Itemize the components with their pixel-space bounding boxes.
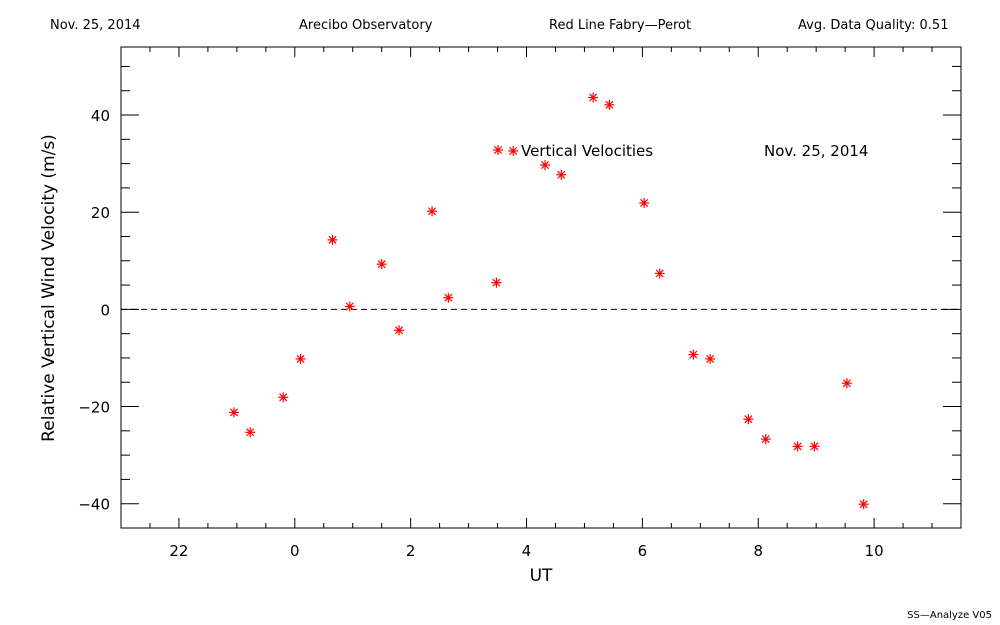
data-point	[760, 434, 771, 445]
data-point	[443, 292, 454, 303]
data-point	[809, 441, 820, 452]
x-tick-label: 6	[638, 542, 648, 560]
x-tick-label: 2	[406, 542, 416, 560]
data-point	[394, 325, 405, 336]
legend-label: Vertical Velocities	[521, 142, 653, 160]
data-point	[604, 99, 615, 110]
header-quality: Avg. Data Quality: 0.51	[798, 18, 949, 33]
data-point	[295, 353, 306, 364]
data-point	[556, 169, 567, 180]
data-point	[278, 392, 289, 403]
data-point	[327, 234, 338, 245]
data-point	[508, 145, 519, 156]
x-tick-label: 10	[865, 542, 884, 560]
data-point	[228, 407, 239, 418]
legend-marker	[493, 145, 503, 155]
data-point	[427, 206, 438, 217]
data-point	[376, 259, 387, 270]
header-date: Nov. 25, 2014	[50, 18, 141, 33]
data-point	[344, 301, 355, 312]
data-point	[639, 197, 650, 208]
y-tick-label: −40	[78, 496, 110, 514]
x-tick-label: 22	[169, 542, 188, 560]
version-footer: SS—Analyze V05	[907, 610, 992, 621]
header-instrument: Red Line Fabry—Perot	[549, 18, 692, 33]
data-point	[792, 441, 803, 452]
data-point	[245, 427, 256, 438]
x-tick-label: 0	[290, 542, 300, 560]
data-point	[588, 92, 599, 103]
data-point	[654, 268, 665, 279]
data-point	[743, 414, 754, 425]
data-point	[858, 499, 869, 510]
y-tick-label: 40	[91, 107, 110, 125]
data-point	[688, 349, 699, 360]
x-axis-label: UT	[530, 566, 553, 586]
legend-asterisk	[493, 145, 503, 155]
legend-date: Nov. 25, 2014	[764, 142, 868, 160]
y-axis-label: Relative Vertical Wind Velocity (m/s)	[39, 134, 59, 442]
y-tick-label: 20	[91, 204, 110, 222]
y-tick-label: −20	[78, 399, 110, 417]
data-point	[705, 353, 716, 364]
plot-frame	[120, 46, 962, 529]
data-point	[491, 277, 502, 288]
y-tick-label: 0	[100, 301, 110, 319]
x-tick-label: 8	[753, 542, 763, 560]
data-point	[841, 378, 852, 389]
header-site: Arecibo Observatory	[299, 18, 433, 33]
data-point	[540, 160, 551, 171]
x-tick-label: 4	[522, 542, 532, 560]
